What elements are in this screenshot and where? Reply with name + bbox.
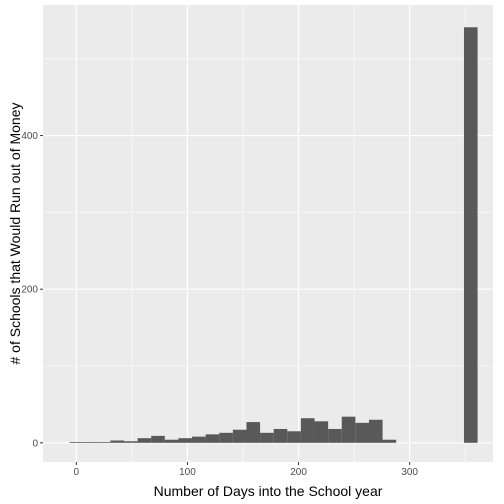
x-tick-label: 200 xyxy=(290,467,307,478)
histogram-bar xyxy=(137,438,152,443)
histogram-bar xyxy=(232,429,247,443)
histogram-bar xyxy=(341,416,356,443)
histogram-bar xyxy=(96,442,111,443)
y-tick-label: 200 xyxy=(21,285,38,296)
histogram-bar xyxy=(355,422,369,443)
histogram-bar xyxy=(123,441,138,443)
histogram-bar xyxy=(300,418,315,443)
y-tick-label: 0 xyxy=(32,438,38,449)
histogram-bar xyxy=(260,432,274,443)
histogram-bar xyxy=(151,435,165,443)
x-tick-label: 100 xyxy=(179,467,196,478)
plot-panel xyxy=(43,5,493,462)
histogram-bar xyxy=(192,436,206,443)
x-tick-label: 300 xyxy=(401,467,418,478)
histogram-bar xyxy=(368,419,383,443)
histogram-bar xyxy=(287,431,301,443)
histogram-bar xyxy=(382,439,397,443)
histogram-bar xyxy=(328,428,342,443)
histogram-bar xyxy=(246,422,261,443)
bars xyxy=(69,27,478,443)
histogram-bar xyxy=(164,439,179,443)
histogram-bar xyxy=(463,27,478,443)
histogram-bar xyxy=(83,442,97,443)
histogram-bar xyxy=(205,434,220,443)
histogram-bar xyxy=(178,438,193,443)
y-axis-title: # of Schools that Would Run out of Money xyxy=(7,102,23,364)
histogram-bar xyxy=(273,428,288,443)
y-tick-label: 400 xyxy=(21,131,38,142)
histogram-bar xyxy=(110,440,124,443)
histogram-bar xyxy=(314,421,329,443)
y-axis: 0 200 400 xyxy=(21,131,43,449)
histogram-bar xyxy=(219,432,233,443)
x-axis-title: Number of Days into the School year xyxy=(154,483,383,499)
x-axis: 0 100 200 300 xyxy=(74,462,418,478)
histogram-bar xyxy=(69,442,84,443)
x-tick-label: 0 xyxy=(74,467,80,478)
